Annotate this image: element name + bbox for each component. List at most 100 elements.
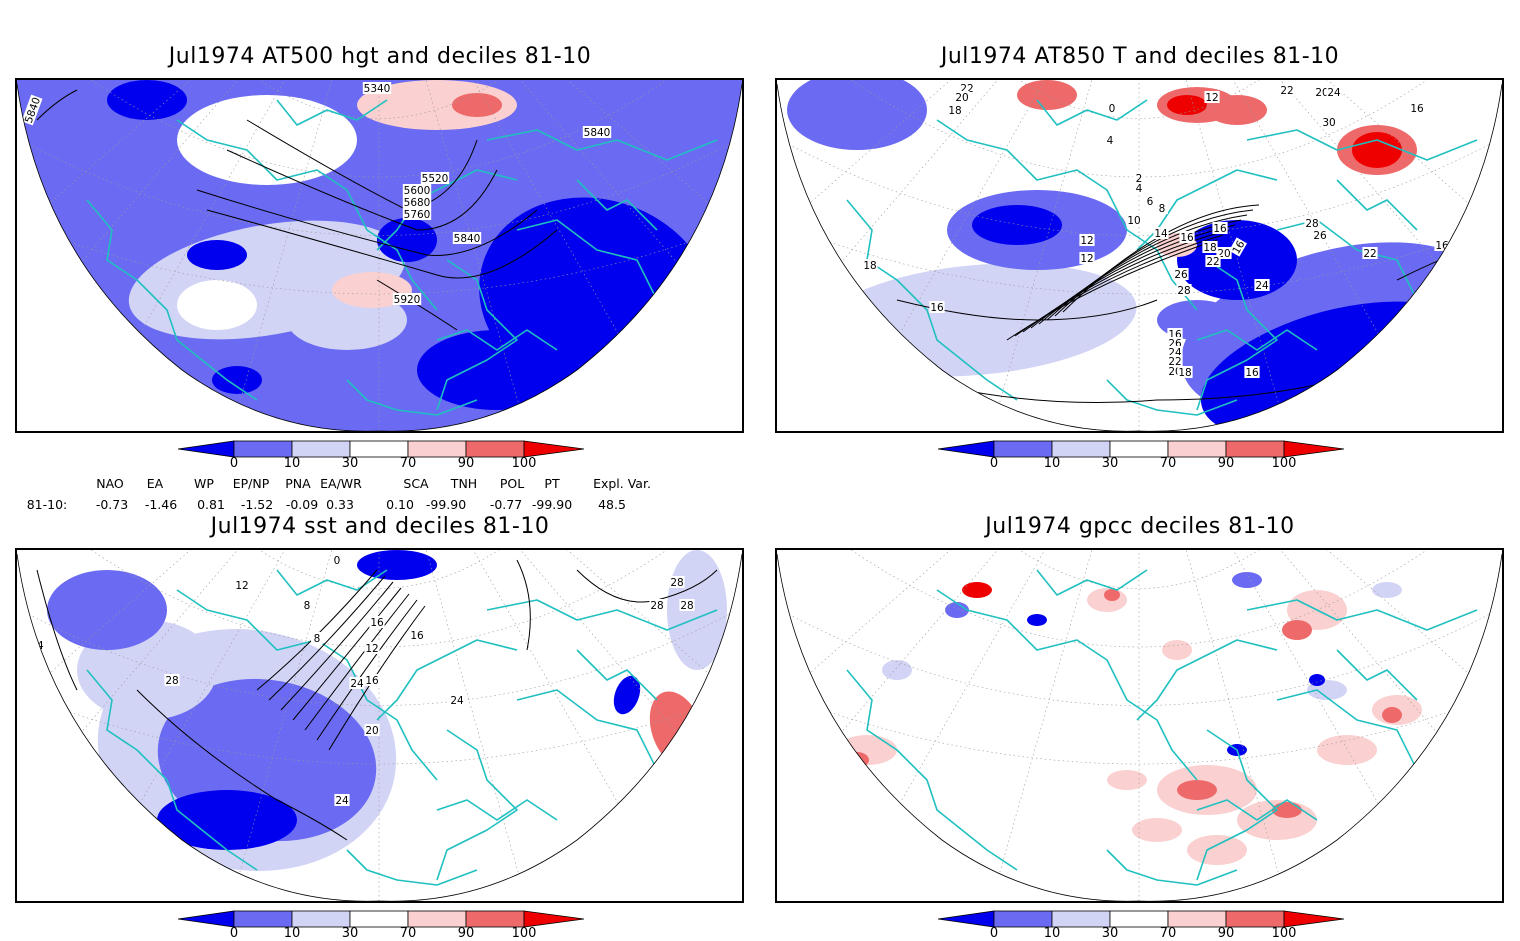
contour-label-text: 26 <box>1313 230 1327 242</box>
contour-line <box>1046 214 1248 321</box>
decile-shading <box>1177 780 1217 800</box>
contour-label-box <box>402 208 432 220</box>
contour-label-text: 16 <box>1180 232 1194 244</box>
contour-label-box <box>1279 84 1295 96</box>
index-header: WP <box>194 476 214 491</box>
contour-line <box>292 587 402 721</box>
contour-label-box <box>1144 195 1156 207</box>
contour-label: 28 <box>164 674 180 687</box>
contour-label: 24 <box>1254 279 1270 292</box>
coastline <box>576 179 658 231</box>
contour-label: 16 <box>1179 231 1195 244</box>
colorbar-tick-label: 30 <box>1101 456 1119 471</box>
contour-label: 0 <box>331 554 343 567</box>
contour-label-text: 22 <box>1206 256 1219 268</box>
colorbar-swatch <box>1051 440 1111 458</box>
coastline <box>436 259 518 411</box>
contour-label: 5760 <box>402 208 432 221</box>
contour-label-text: 24 <box>1255 280 1269 292</box>
contour-label-box <box>311 632 323 644</box>
contour-label: 5840 <box>452 232 482 245</box>
contour-label-box <box>1176 284 1192 296</box>
colorbar-swatch <box>291 910 351 928</box>
contour-label-text: 5340 <box>364 83 391 95</box>
contour-label-box <box>349 677 365 689</box>
contour-label: 12 <box>234 579 250 592</box>
contour-label: 20 <box>364 724 380 737</box>
contour-label-text: 30 <box>1322 117 1335 129</box>
contour-label-text: 0 <box>1109 103 1116 115</box>
contour-label-box <box>364 674 380 686</box>
contour-label-text: 26 <box>1174 269 1188 281</box>
contour-label-box <box>1321 116 1337 128</box>
index-header: EA <box>146 476 164 491</box>
colorbar-swatch <box>1109 910 1169 928</box>
contour-label: 14 <box>1153 227 1169 240</box>
contour-label-text: 16 <box>1213 223 1227 235</box>
hemisphere-edge <box>17 83 742 431</box>
colorbar-tick-label: 10 <box>1043 456 1061 471</box>
map-panel-sst: 0 12 8 8 12 16 16 24 28 28 24 24 20 24 28 28 16 <box>15 548 744 903</box>
contour-label-text: 2 <box>1136 173 1143 185</box>
contour-line <box>246 119 478 211</box>
contour-line <box>516 559 531 651</box>
contour-label-text: 0 <box>334 555 341 567</box>
colorbar-tick-label: 10 <box>1043 926 1061 941</box>
colorbar-svg <box>937 910 1345 928</box>
coastline <box>846 669 1018 871</box>
contour-line <box>196 189 538 256</box>
contour-label-box <box>1205 255 1221 267</box>
coastline <box>1106 849 1238 886</box>
coastline <box>1196 329 1318 351</box>
index-header: SCA <box>403 476 429 491</box>
contour-label-box <box>1153 227 1169 239</box>
contour-label-text: 12 <box>365 643 378 655</box>
colorbar-tick-label: 90 <box>1217 456 1235 471</box>
colorbar-swatch <box>177 440 235 458</box>
coastline <box>1196 799 1318 821</box>
contour-label-text: 28 <box>670 577 683 589</box>
colorbar-tick-label: 100 <box>511 456 537 471</box>
decile-shading <box>332 272 412 308</box>
contour-line <box>36 569 78 691</box>
colorbar-swatch <box>937 440 995 458</box>
colorbar-sst: 0 10 30 70 90 100 <box>176 910 586 941</box>
index-header: EA/WR <box>320 476 362 491</box>
contour-label-box <box>669 576 685 588</box>
decile-shading <box>47 570 167 650</box>
contour-label-box <box>1304 217 1320 229</box>
contour-label: 22 <box>1279 84 1295 97</box>
longitude-line <box>988 80 1110 431</box>
decile-shading <box>187 240 247 270</box>
colorbar-swatch <box>1283 440 1345 458</box>
contour-label-text: 24 <box>1327 87 1341 99</box>
contour-label-text: 16 <box>410 630 424 642</box>
contour-label: 22 <box>1205 255 1221 268</box>
contour-label: 6 <box>1144 195 1156 208</box>
coastline <box>346 379 478 416</box>
index-value: 0.10 <box>386 497 414 512</box>
contour-label: 28 <box>1304 217 1320 230</box>
contour-line <box>304 593 410 731</box>
contour-label-box <box>21 94 43 126</box>
coastline <box>576 649 658 701</box>
colorbar-hgt500: 0 10 30 70 90 100 <box>176 440 586 476</box>
contour-line <box>316 599 418 741</box>
contour-label-text: 8 <box>1159 203 1166 215</box>
contour-label-box <box>862 259 878 271</box>
contour-label-box <box>1079 234 1095 246</box>
contour-label-box <box>331 554 343 566</box>
index-header: PT <box>544 476 560 491</box>
contour-label-text: 16 <box>1410 103 1424 115</box>
decile-shading <box>452 93 502 117</box>
index-value: -1.46 <box>144 497 178 512</box>
contour-label: 16 <box>1244 366 1260 379</box>
contour-label-text: 5680 <box>404 197 431 209</box>
contour-label-text: 18 <box>1178 367 1191 379</box>
contour-label: 18 <box>862 259 878 272</box>
contour-label-text: 24 <box>335 795 349 807</box>
contour-label-box <box>649 599 665 611</box>
contour-label-box <box>402 196 432 208</box>
coastline <box>436 799 558 821</box>
